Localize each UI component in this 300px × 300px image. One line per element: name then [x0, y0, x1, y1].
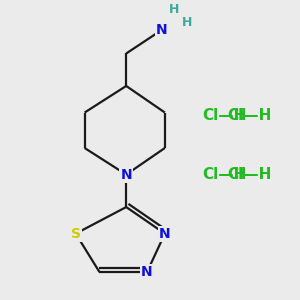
Text: N: N: [141, 265, 153, 279]
Text: H: H: [182, 16, 192, 29]
Text: N: N: [159, 226, 171, 241]
Text: N: N: [156, 23, 168, 37]
Text: Cl—H: Cl—H: [202, 108, 246, 123]
Text: S: S: [71, 226, 81, 241]
Text: Cl—H: Cl—H: [227, 167, 272, 182]
Text: Cl—H: Cl—H: [202, 167, 246, 182]
Text: H: H: [169, 3, 179, 16]
Text: N: N: [120, 168, 132, 182]
Text: Cl—H: Cl—H: [227, 108, 272, 123]
